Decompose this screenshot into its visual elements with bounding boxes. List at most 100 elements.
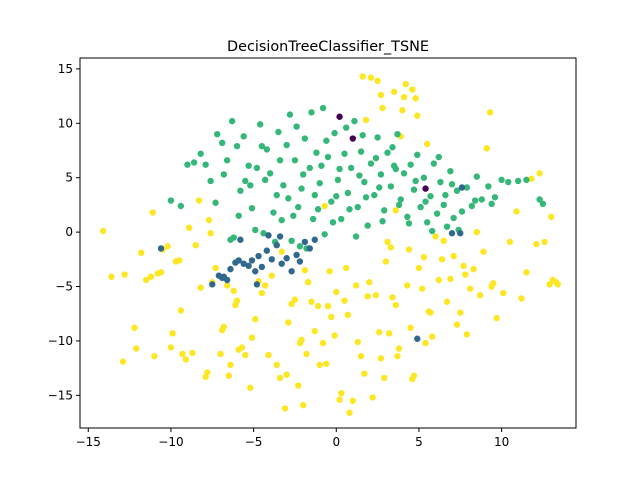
scatter-point-s0-65 bbox=[314, 302, 322, 310]
scatter-point-s0-163 bbox=[157, 269, 165, 276]
scatter-point-s1-126 bbox=[233, 142, 241, 150]
scatter-point-s1-22 bbox=[275, 128, 282, 136]
scatter-point-s0-16 bbox=[176, 257, 183, 264]
scatter-point-s1-125 bbox=[220, 171, 228, 178]
scatter-point-s1-95 bbox=[285, 195, 292, 202]
scatter-point-s2-11 bbox=[252, 268, 259, 275]
scatter-point-s0-130 bbox=[462, 271, 469, 278]
y-tick-label: −5 bbox=[55, 280, 73, 294]
scatter-point-s1-28 bbox=[295, 203, 302, 211]
scatter-point-s1-99 bbox=[352, 233, 360, 240]
scatter-point-s1-81 bbox=[473, 173, 480, 180]
scatter-point-s1-82 bbox=[478, 196, 485, 203]
y-tick-label: 5 bbox=[65, 171, 73, 185]
scatter-point-s1-77 bbox=[453, 187, 461, 194]
scatter-point-s1-42 bbox=[338, 215, 345, 223]
scatter-point-s1-41 bbox=[334, 176, 342, 184]
scatter-point-s1-86 bbox=[505, 178, 512, 186]
scatter-point-s1-120 bbox=[442, 191, 449, 199]
scatter-point-s0-141 bbox=[493, 314, 500, 322]
scatter-point-s1-18 bbox=[260, 230, 267, 237]
scatter-point-s0-160 bbox=[362, 116, 370, 124]
scatter-point-s1-44 bbox=[344, 189, 352, 197]
scatter-point-s1-119 bbox=[428, 227, 436, 235]
scatter-point-s1-19 bbox=[263, 146, 271, 153]
scatter-point-s0-148 bbox=[533, 240, 540, 248]
scatter-point-s0-105 bbox=[400, 93, 408, 101]
scatter-point-s2-29 bbox=[448, 230, 456, 237]
scatter-point-s1-109 bbox=[389, 144, 396, 151]
scatter-point-s0-124 bbox=[443, 298, 451, 305]
scatter-point-s1-78 bbox=[458, 208, 466, 215]
scatter-point-s0-56 bbox=[291, 296, 299, 303]
scatter-point-s0-156 bbox=[390, 88, 398, 95]
scatter-point-s0-94 bbox=[381, 374, 388, 382]
scatter-point-s1-73 bbox=[440, 201, 447, 209]
scatter-point-s0-121 bbox=[435, 276, 442, 284]
scatter-point-s1-130 bbox=[300, 171, 307, 178]
y-tick-label: 0 bbox=[65, 225, 73, 239]
scatter-point-s1-88 bbox=[523, 176, 530, 184]
scatter-point-s2-21 bbox=[296, 258, 304, 265]
scatter-point-s0-22 bbox=[195, 197, 203, 204]
scatter-point-s1-56 bbox=[384, 149, 391, 156]
scatter-point-s1-91 bbox=[227, 236, 234, 243]
scatter-point-s2-28 bbox=[414, 335, 421, 342]
scatter-point-s1-114 bbox=[346, 206, 353, 213]
scatter-point-s1-20 bbox=[266, 170, 274, 177]
scatter-point-s1-38 bbox=[324, 153, 332, 161]
scatter-point-s1-89 bbox=[536, 196, 543, 203]
scatter-point-s0-108 bbox=[407, 324, 414, 332]
scatter-point-s1-98 bbox=[333, 193, 340, 200]
scatter-point-s1-137 bbox=[422, 198, 429, 205]
scatter-point-s0-86 bbox=[364, 293, 371, 300]
scatter-point-s1-100 bbox=[242, 177, 249, 185]
scatter-point-s0-134 bbox=[473, 228, 480, 236]
scatter-point-s1-39 bbox=[328, 198, 335, 205]
scatter-point-s0-54 bbox=[285, 319, 292, 326]
scatter-point-s3-2 bbox=[422, 185, 429, 192]
scatter-point-s2-18 bbox=[283, 255, 290, 262]
scatter-point-s0-18 bbox=[179, 350, 186, 358]
scatter-point-s2-10 bbox=[248, 257, 256, 264]
scatter-point-s0-78 bbox=[344, 311, 352, 319]
scatter-point-s0-127 bbox=[453, 321, 461, 328]
scatter-point-s2-0 bbox=[157, 245, 165, 252]
scatter-point-s1-93 bbox=[252, 226, 259, 234]
scatter-point-s0-85 bbox=[361, 370, 368, 377]
scatter-point-s1-40 bbox=[331, 129, 338, 137]
scatter-point-s1-21 bbox=[270, 209, 277, 216]
scatter-point-s0-117 bbox=[424, 140, 431, 148]
scatter-point-s2-25 bbox=[253, 281, 261, 288]
scatter-point-s2-26 bbox=[235, 257, 242, 264]
scatter-point-s0-102 bbox=[395, 345, 403, 352]
scatter-point-s0-62 bbox=[304, 278, 312, 286]
scatter-point-s1-122 bbox=[471, 197, 479, 204]
scatter-point-s1-25 bbox=[286, 111, 294, 118]
scatter-point-s0-151 bbox=[546, 281, 553, 288]
scatter-point-s0-146 bbox=[523, 269, 530, 276]
scatter-point-s1-116 bbox=[379, 218, 386, 225]
scatter-point-s1-66 bbox=[417, 203, 424, 211]
scatter-point-s0-37 bbox=[233, 297, 241, 304]
scatter-point-s1-74 bbox=[443, 223, 451, 230]
scatter-point-s0-60 bbox=[300, 401, 307, 409]
scatter-point-s1-0 bbox=[167, 197, 175, 204]
scatter-point-s0-89 bbox=[372, 292, 380, 299]
scatter-point-s1-102 bbox=[276, 157, 284, 164]
scatter-point-s1-129 bbox=[278, 216, 285, 224]
scatter-point-s1-107 bbox=[359, 132, 366, 139]
scatter-point-s1-67 bbox=[420, 174, 428, 181]
scatter-point-s0-144 bbox=[513, 208, 520, 215]
scatter-point-s1-104 bbox=[308, 109, 315, 116]
scatter-point-s1-92 bbox=[235, 212, 242, 219]
scatter-point-s0-28 bbox=[212, 264, 219, 272]
scatter-point-s0-70 bbox=[326, 268, 333, 275]
scatter-point-s1-127 bbox=[247, 182, 254, 189]
scatter-point-s0-45 bbox=[258, 289, 266, 297]
scatter-point-s0-55 bbox=[288, 300, 295, 308]
scatter-point-s0-137 bbox=[483, 145, 490, 152]
scatter-point-s0-147 bbox=[528, 175, 535, 182]
scatter-point-s0-145 bbox=[518, 295, 525, 302]
scatter-point-s1-131 bbox=[318, 162, 325, 169]
